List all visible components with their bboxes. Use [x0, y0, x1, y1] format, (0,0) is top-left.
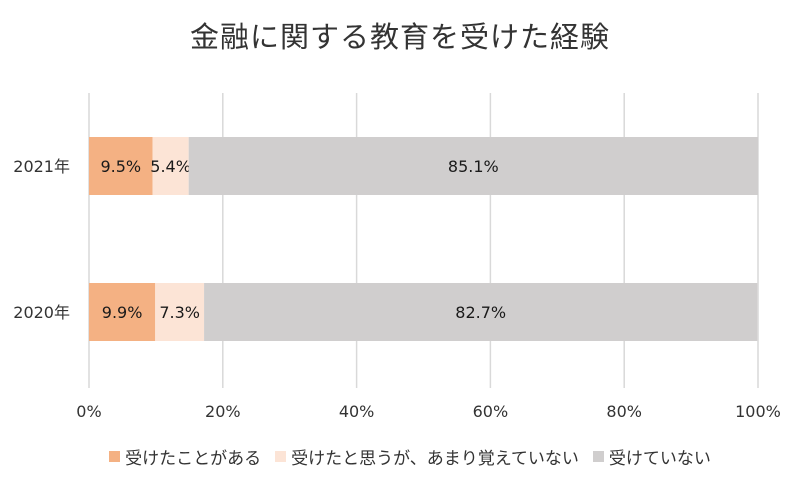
- bar-segment: [188, 137, 758, 195]
- legend-label: 受けたと思うが、あまり覚えていない: [291, 449, 579, 469]
- data-label: 9.5%: [100, 157, 141, 176]
- legend-swatch: [109, 451, 121, 462]
- bar-segment: [89, 283, 156, 341]
- legend-label: 受けていない: [608, 449, 711, 469]
- x-tick-label: 100%: [735, 402, 781, 421]
- legend-swatch: [592, 451, 604, 462]
- data-label: 82.7%: [455, 303, 506, 322]
- data-label: 7.3%: [159, 303, 200, 322]
- legend-swatch: [275, 451, 287, 462]
- x-tick-label: 40%: [339, 402, 375, 421]
- y-category-label: 2021年: [13, 157, 70, 176]
- bar-segment: [152, 137, 189, 195]
- y-category-label: 2020年: [13, 303, 70, 322]
- data-label: 5.4%: [150, 157, 191, 176]
- x-tick-label: 80%: [606, 402, 642, 421]
- x-tick-label: 0%: [76, 402, 101, 421]
- legend: 受けたことがある 受けたと思うが、あまり覚えていない 受けていない: [40, 444, 780, 469]
- legend-item: 受けたと思うが、あまり覚えていない: [275, 444, 579, 469]
- chart-title: 金融に関する教育を受けた経験: [189, 20, 610, 54]
- x-tick-label: 20%: [205, 402, 241, 421]
- bar-segment: [155, 283, 205, 341]
- legend-label: 受けたことがある: [125, 449, 262, 469]
- legend-item: 受けたことがある: [109, 444, 261, 469]
- x-tick-label: 60%: [473, 402, 509, 421]
- legend-item: 受けていない: [592, 444, 711, 469]
- bar-segment: [204, 283, 758, 341]
- data-label: 85.1%: [448, 157, 499, 176]
- bar-segment: [89, 137, 153, 195]
- data-label: 9.9%: [102, 303, 143, 322]
